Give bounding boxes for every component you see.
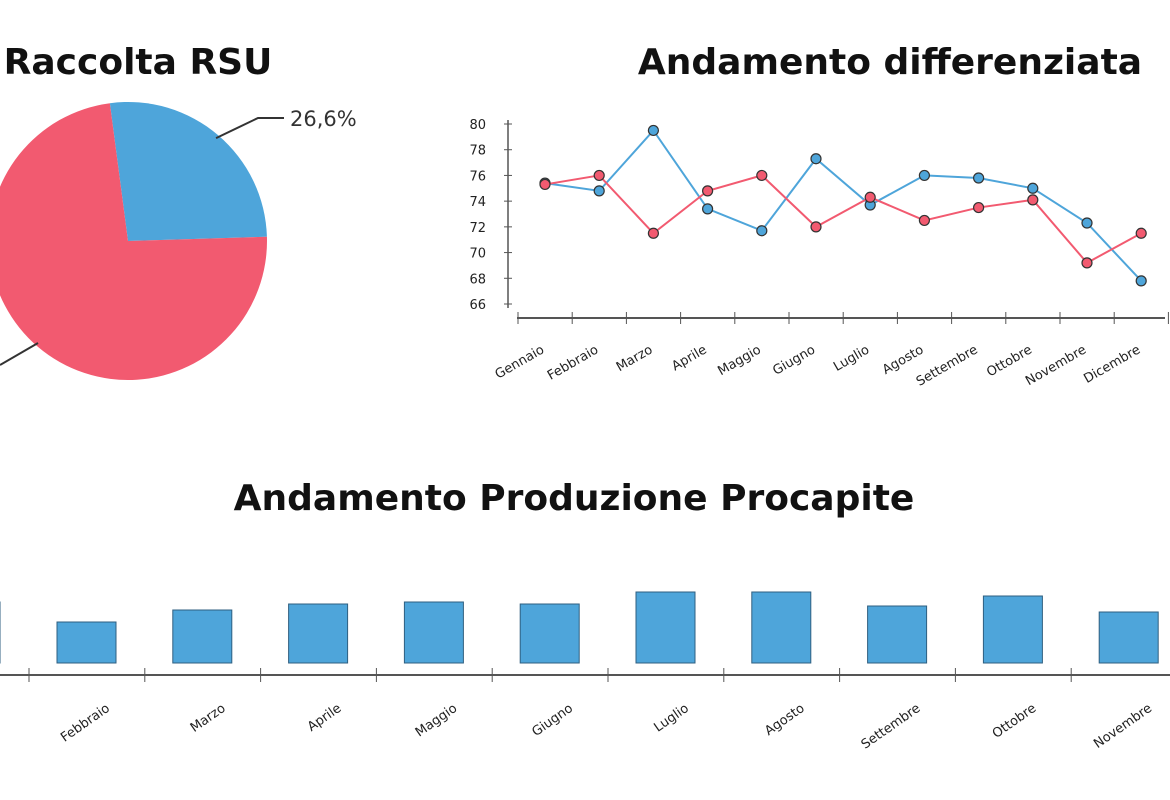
series-1-point[interactable] [1135,227,1147,239]
bar[interactable] [403,601,464,664]
line-chart: Andamento differenziata 80 78 76 74 72 70 68 66… [469,42,1169,390]
bar-chart-axes: Febbraio Marzo Aprile Maggio Giugno Luglio Ago… [0,668,1170,753]
series-1-point[interactable] [918,214,931,227]
bar-x-tick-label: Maggio [413,701,460,740]
series-0-point[interactable] [972,172,985,184]
series-0-point[interactable] [810,153,822,165]
bar[interactable] [288,603,349,664]
line-chart-title: Andamento differenziata [638,42,1142,83]
bar[interactable] [635,591,696,664]
x-tick-label: Dicembre [1081,342,1143,386]
bar-x-tick-label: Giugno [529,701,576,740]
series-line-0 [544,128,1142,282]
series-0-point[interactable] [918,169,931,182]
series-1-point[interactable] [701,185,714,197]
bar-x-tick-label: Ottobre [990,701,1039,742]
x-tick-label: Novembre [1023,342,1089,389]
y-tick-label: 74 [469,195,486,210]
series-1-point[interactable] [1027,194,1039,206]
series-0-point[interactable] [647,124,660,137]
pie-title: Raccolta RSU [4,42,273,83]
series-line-1 [544,174,1142,265]
bar-x-tick-label: Marzo [188,701,229,736]
series-1-point[interactable] [756,169,768,182]
series-0-point[interactable] [593,185,605,197]
bar[interactable] [751,591,812,664]
bar[interactable] [867,605,928,664]
x-tick-label: Giugno [770,342,818,378]
y-tick-label: 78 [469,144,486,159]
bar-x-tick-label: Luglio [651,701,691,736]
series-0-point[interactable] [1081,217,1093,229]
bar-chart-title: Andamento Produzione Procapite [234,478,915,519]
series-1-point[interactable] [593,169,605,182]
x-tick-label: Maggio [715,342,763,379]
series-0-point[interactable] [1135,275,1147,287]
y-tick-label: 80 [469,118,486,133]
x-tick-label: Luglio [831,342,872,374]
x-tick-label: Marzo [614,342,656,375]
y-tick-label: 70 [469,247,486,262]
series-1-point[interactable] [539,178,551,191]
series-1-point[interactable] [810,221,822,233]
pie-slice-label: 26,6% [290,107,357,131]
series-1-point[interactable] [864,191,876,203]
x-tick-label: Febbraio [545,342,601,383]
pie-leader-line-red [0,342,39,366]
bar[interactable] [56,621,117,664]
bar-x-tick-label: Aprile [305,701,345,735]
bar[interactable] [172,609,233,664]
x-tick-label: Settembre [914,342,981,389]
pie-chart: Raccolta RSU 26,6% [0,42,357,380]
bar-chart-bars [0,591,1159,664]
line-chart-series [539,124,1147,287]
pie-slice-blue[interactable] [109,101,267,241]
y-tick-label: 72 [469,221,486,236]
bar-x-tick-label: Novembre [1091,701,1155,752]
series-0-point[interactable] [756,225,768,237]
x-tick-label: Gennaio [493,342,547,382]
y-tick-label: 76 [469,169,486,184]
bar-x-tick-label: Agosto [762,701,807,739]
x-tick-label: Aprile [669,342,709,374]
bar[interactable] [1098,611,1159,664]
series-1-point[interactable] [1081,257,1093,269]
pie-slice-red[interactable] [0,103,267,380]
series-0-point[interactable] [701,203,714,215]
bar[interactable] [519,603,580,664]
series-0-point[interactable] [1027,182,1039,194]
series-1-point[interactable] [972,201,985,214]
pie-leader-line [215,117,284,140]
bar-x-tick-label: Settembre [859,701,924,753]
bar-chart: Andamento Produzione Procapite Febbraio M… [0,478,1170,753]
y-tick-label: 66 [469,298,486,313]
bar[interactable] [982,595,1043,664]
y-tick-label: 68 [469,272,486,287]
bar-x-tick-label: Febbraio [58,701,113,746]
series-1-point[interactable] [647,227,660,239]
